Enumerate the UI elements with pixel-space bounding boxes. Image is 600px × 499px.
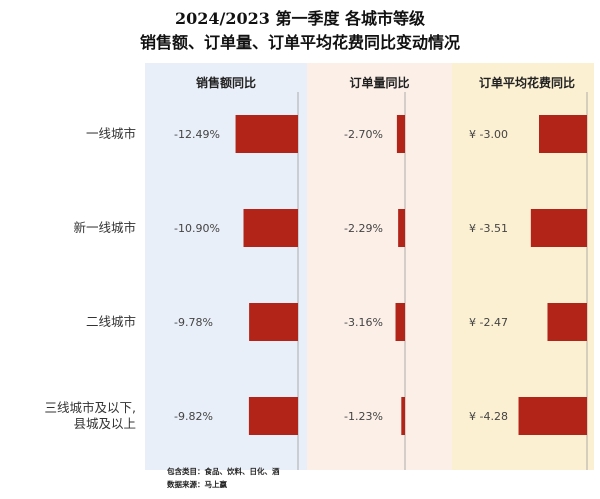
- bar: [401, 397, 405, 435]
- bar: [530, 209, 587, 247]
- panel-title-1: 销售额同比: [196, 75, 256, 90]
- bar: [539, 115, 587, 153]
- panel-title-2: 订单量同比: [349, 75, 409, 90]
- footnote-source: 数据来源：马上赢: [167, 480, 227, 489]
- bar: [547, 303, 587, 341]
- category-label: 二线城市: [86, 314, 136, 329]
- bar: [235, 115, 298, 153]
- data-label: -3.16%: [344, 316, 383, 329]
- chart-title: 2024/2023 第一季度 各城市等级: [174, 9, 426, 28]
- bar: [395, 303, 405, 341]
- data-label: -2.70%: [344, 128, 383, 141]
- data-label: ¥ -4.28: [469, 410, 508, 423]
- category-label: 一线城市: [86, 126, 136, 141]
- category-label: 新一线城市: [73, 220, 136, 235]
- data-label: -1.23%: [344, 410, 383, 423]
- category-label: 三线城市及以下,县城及以上: [45, 400, 136, 431]
- data-label: ¥ -3.00: [469, 128, 508, 141]
- data-label: -9.78%: [174, 316, 213, 329]
- bar: [243, 209, 298, 247]
- bar: [248, 397, 298, 435]
- panel-background-2: [307, 63, 452, 470]
- bar: [249, 303, 298, 341]
- data-label: -12.49%: [174, 128, 220, 141]
- data-label: -9.82%: [174, 410, 213, 423]
- bar: [398, 209, 405, 247]
- data-label: -2.29%: [344, 222, 383, 235]
- footnote-categories: 包含类目：食品、饮料、日化、酒: [167, 467, 280, 476]
- panel-title-3: 订单平均花费同比: [479, 75, 575, 90]
- data-label: ¥ -3.51: [469, 222, 508, 235]
- chart-subtitle: 销售额、订单量、订单平均花费同比变动情况: [139, 33, 460, 52]
- bar: [518, 397, 587, 435]
- data-label: ¥ -2.47: [469, 316, 508, 329]
- bar: [396, 115, 405, 153]
- data-label: -10.90%: [174, 222, 220, 235]
